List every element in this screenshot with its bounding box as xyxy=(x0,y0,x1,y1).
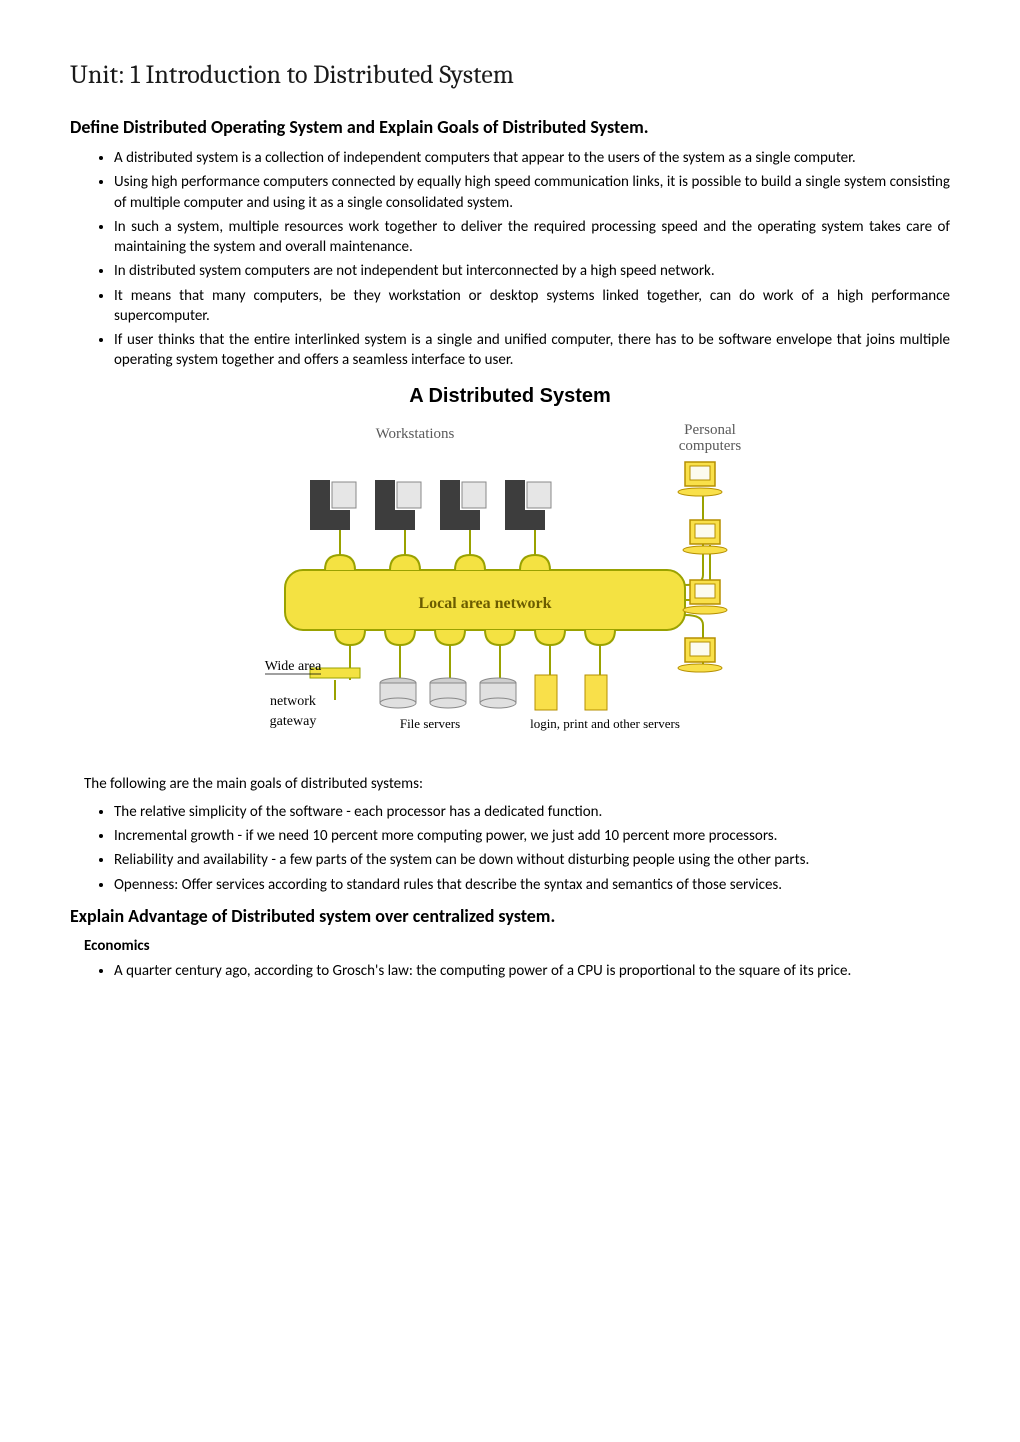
list-item: Reliability and availability - a few par… xyxy=(114,850,950,870)
wide-area-label: Wide area xyxy=(265,659,322,674)
list-item: In distributed system computers are not … xyxy=(114,261,950,281)
section-2-list: A quarter century ago, according to Gros… xyxy=(70,961,950,981)
list-item: In such a system, multiple resources wor… xyxy=(114,217,950,258)
list-item: The relative simplicity of the software … xyxy=(114,802,950,822)
lan-label: Local area network xyxy=(418,595,551,612)
page-title: Unit: 1 Introduction to Distributed Syst… xyxy=(70,60,950,90)
server-row xyxy=(380,675,607,710)
personal-label: Personal xyxy=(684,422,736,438)
list-item: A quarter century ago, according to Gros… xyxy=(114,961,950,981)
bottom-connectors xyxy=(335,630,615,645)
top-connectors xyxy=(325,555,550,570)
diagram-title: A Distributed System xyxy=(200,385,820,408)
distributed-system-diagram: Workstations Personal computers Local ar… xyxy=(235,420,785,750)
list-item: It means that many computers, be they wo… xyxy=(114,286,950,327)
list-item: Openness: Offer services according to st… xyxy=(114,875,950,895)
diagram-container: A Distributed System Workstations Person… xyxy=(200,385,820,750)
section-1-list: A distributed system is a collection of … xyxy=(70,148,950,371)
workstation-group xyxy=(310,480,551,530)
section-1-heading: Define Distributed Operating System and … xyxy=(70,116,950,138)
list-item: Incremental growth - if we need 10 perce… xyxy=(114,826,950,846)
section-2-heading: Explain Advantage of Distributed system … xyxy=(70,905,950,927)
login-servers-label: login, print and other servers xyxy=(530,716,680,731)
list-item: A distributed system is a collection of … xyxy=(114,148,950,168)
section-2-sub-heading: Economics xyxy=(84,937,950,955)
workstations-label: Workstations xyxy=(376,426,455,442)
list-item: If user thinks that the entire interlink… xyxy=(114,330,950,371)
goals-list: The relative simplicity of the software … xyxy=(70,802,950,895)
gateway-label: gateway xyxy=(270,714,317,729)
goals-intro: The following are the main goals of dist… xyxy=(84,774,950,794)
list-item: Using high performance computers connect… xyxy=(114,172,950,213)
file-servers-label: File servers xyxy=(400,716,460,731)
network-label: network xyxy=(270,694,316,709)
computers-label: computers xyxy=(679,438,742,454)
